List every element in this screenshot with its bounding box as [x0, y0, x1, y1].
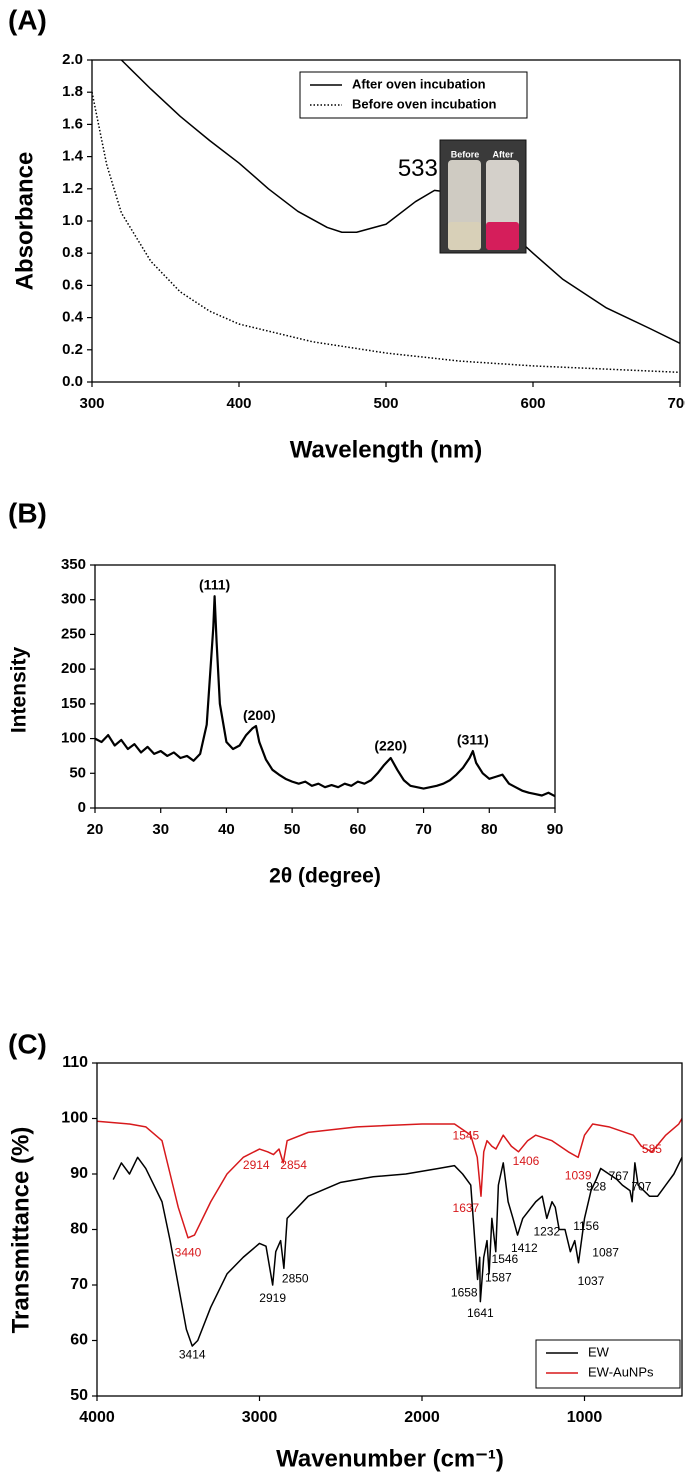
y-tick-label: 110	[62, 1054, 88, 1071]
annotation: 767	[609, 1169, 629, 1183]
plot-frame	[96, 1062, 683, 1397]
annotation: 1232	[533, 1224, 560, 1238]
annotation: 1545	[453, 1128, 480, 1142]
legend-label: EW-AuNPs	[588, 1364, 654, 1379]
y-axis-label: Absorbance	[11, 152, 38, 291]
y-axis-label: Intensity	[8, 647, 31, 734]
y-tick-label: 1.2	[62, 180, 83, 197]
y-tick-label: 300	[61, 591, 86, 608]
x-tick-label: 80	[481, 821, 498, 838]
x-tick-label: 600	[520, 395, 545, 412]
data-line	[120, 60, 680, 345]
data-line	[95, 595, 555, 798]
x-tick-label: 50	[284, 821, 301, 838]
legend-box	[299, 71, 528, 119]
annotation: (200)	[243, 707, 276, 723]
annotation: (311)	[457, 731, 489, 747]
y-tick-label: 70	[70, 1276, 88, 1293]
x-tick-label: 60	[350, 821, 367, 838]
x-tick-label: 40	[218, 821, 235, 838]
annotation: (111)	[199, 577, 230, 593]
x-tick-label: 1000	[567, 1409, 603, 1426]
x-axis-label: Wavelength (nm)	[290, 436, 482, 463]
annotation: 1637	[453, 1201, 480, 1215]
y-tick-label: 0.4	[62, 309, 84, 326]
y-tick-label: 50	[70, 1387, 88, 1404]
y-tick-label: 1.6	[62, 115, 83, 132]
x-tick-label: 70	[415, 821, 432, 838]
legend-label: Before oven incubation	[352, 96, 497, 111]
annotation: (220)	[374, 738, 407, 754]
panel-label: (C)	[8, 1028, 47, 1059]
annotation: 585	[642, 1142, 662, 1156]
annotation: 707	[631, 1179, 651, 1193]
vial-before-liquid	[448, 222, 481, 250]
annotation: 1412	[511, 1241, 538, 1255]
plot-frame	[91, 59, 681, 383]
annotation: 1658	[451, 1285, 478, 1299]
annotation: 2919	[259, 1291, 286, 1305]
x-axis-label: Wavenumber (cm⁻¹)	[276, 1445, 504, 1472]
panel-label: (A)	[8, 4, 47, 35]
annotation: 928	[586, 1179, 606, 1193]
inset-label: Before	[451, 149, 480, 159]
annotation: 2914	[243, 1158, 270, 1172]
y-tick-label: 100	[61, 1110, 88, 1127]
x-tick-label: 700	[667, 395, 685, 412]
y-tick-label: 0	[78, 799, 86, 816]
y-tick-label: 0.8	[62, 244, 83, 261]
y-tick-label: 0.6	[62, 276, 83, 293]
legend-label: EW	[588, 1344, 610, 1359]
annotation: 1039	[565, 1168, 592, 1182]
x-tick-label: 20	[87, 821, 104, 838]
y-tick-label: 2.0	[62, 51, 83, 68]
data-line	[92, 92, 680, 374]
x-tick-label: 400	[226, 395, 251, 412]
legend-label: After oven incubation	[352, 76, 486, 91]
x-tick-label: 4000	[79, 1409, 115, 1426]
vial-after-liquid	[486, 222, 519, 250]
annotation: 1546	[492, 1252, 519, 1266]
y-tick-label: 50	[69, 764, 86, 781]
data-line	[97, 1118, 682, 1239]
data-line	[112, 1156, 682, 1347]
y-tick-label: 1.4	[62, 148, 84, 165]
y-tick-label: 150	[61, 695, 86, 712]
legend-box	[535, 1339, 681, 1389]
y-tick-label: 250	[61, 625, 86, 642]
annotation: 1156	[573, 1219, 599, 1233]
y-tick-label: 200	[61, 660, 86, 677]
y-tick-label: 0.2	[62, 341, 83, 358]
y-tick-label: 350	[61, 556, 86, 573]
annotation: 2854	[280, 1158, 307, 1172]
y-tick-label: 1.0	[62, 212, 83, 229]
y-tick-label: 0.0	[62, 373, 83, 390]
annotation: 1406	[513, 1154, 540, 1168]
x-tick-label: 3000	[242, 1409, 278, 1426]
panel-label: (B)	[8, 497, 47, 528]
y-tick-label: 80	[70, 1221, 88, 1238]
x-tick-label: 500	[373, 395, 398, 412]
annotation: 1641	[467, 1306, 494, 1320]
annotation: 2850	[282, 1272, 309, 1286]
y-tick-label: 90	[70, 1165, 88, 1182]
annotation: 3414	[179, 1348, 206, 1362]
annotation: 3440	[175, 1246, 202, 1260]
x-tick-label: 30	[152, 821, 169, 838]
annotation: 1587	[485, 1271, 512, 1285]
x-tick-label: 2000	[404, 1409, 440, 1426]
annotation: 1037	[578, 1274, 605, 1288]
x-tick-label: 300	[79, 395, 104, 412]
inset-label: After	[492, 149, 513, 159]
y-tick-label: 60	[70, 1332, 88, 1349]
x-axis-label: 2θ (degree)	[269, 865, 381, 888]
x-tick-label: 90	[547, 821, 564, 838]
y-axis-label: Transmittance (%)	[7, 1127, 34, 1334]
plot-frame	[94, 564, 556, 809]
y-tick-label: 100	[61, 730, 86, 747]
y-tick-label: 1.8	[62, 83, 83, 100]
annotation: 1087	[592, 1246, 619, 1260]
